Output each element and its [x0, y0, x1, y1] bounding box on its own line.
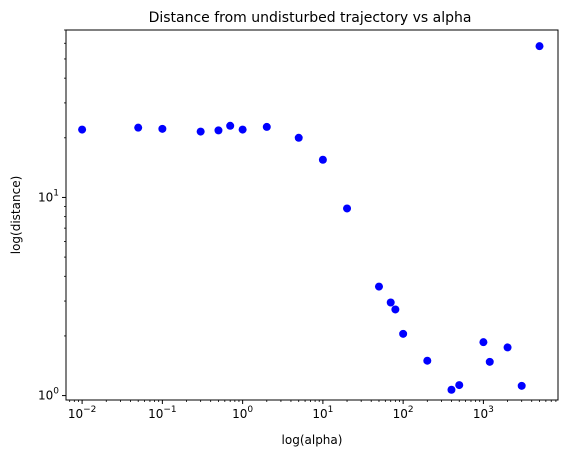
x-tick-label: 103: [473, 405, 494, 421]
data-point: [158, 124, 167, 133]
data-point: [517, 381, 526, 390]
data-point: [226, 121, 235, 130]
x-tick-label: 102: [393, 405, 414, 421]
chart-title: Distance from undisturbed trajectory vs …: [149, 10, 472, 26]
data-point: [262, 122, 271, 131]
data-point: [386, 298, 395, 307]
data-point: [479, 338, 488, 347]
data-point: [78, 125, 87, 134]
data-point: [343, 204, 352, 213]
data-point: [503, 343, 512, 352]
data-point: [399, 329, 408, 338]
x-tick-label: 101: [312, 405, 333, 421]
data-point: [374, 282, 383, 291]
y-axis-title: log(distance): [9, 176, 23, 255]
x-axis-title: log(alpha): [282, 433, 343, 447]
data-point: [535, 42, 544, 51]
x-tick-label: 100: [232, 405, 253, 421]
data-point: [447, 385, 456, 394]
data-point: [134, 123, 143, 132]
data-point: [238, 125, 247, 134]
y-tick-label: 100: [38, 387, 59, 403]
y-tick-label: 101: [38, 188, 59, 204]
data-point: [214, 126, 223, 135]
data-point: [196, 127, 205, 136]
x-tick-label: 10−2: [68, 405, 97, 421]
x-axis: 10−2 10−1 100 101 102 103: [68, 400, 557, 421]
x-tick-label: 10−1: [148, 405, 177, 421]
data-point: [318, 155, 327, 164]
data-point: [294, 133, 303, 142]
axes-frame: [65, 29, 559, 401]
data-point: [485, 357, 494, 366]
data-point: [423, 356, 432, 365]
plot-area: [78, 42, 544, 394]
data-point: [391, 305, 400, 314]
y-axis: 100 101: [38, 29, 66, 403]
data-point: [455, 381, 464, 390]
